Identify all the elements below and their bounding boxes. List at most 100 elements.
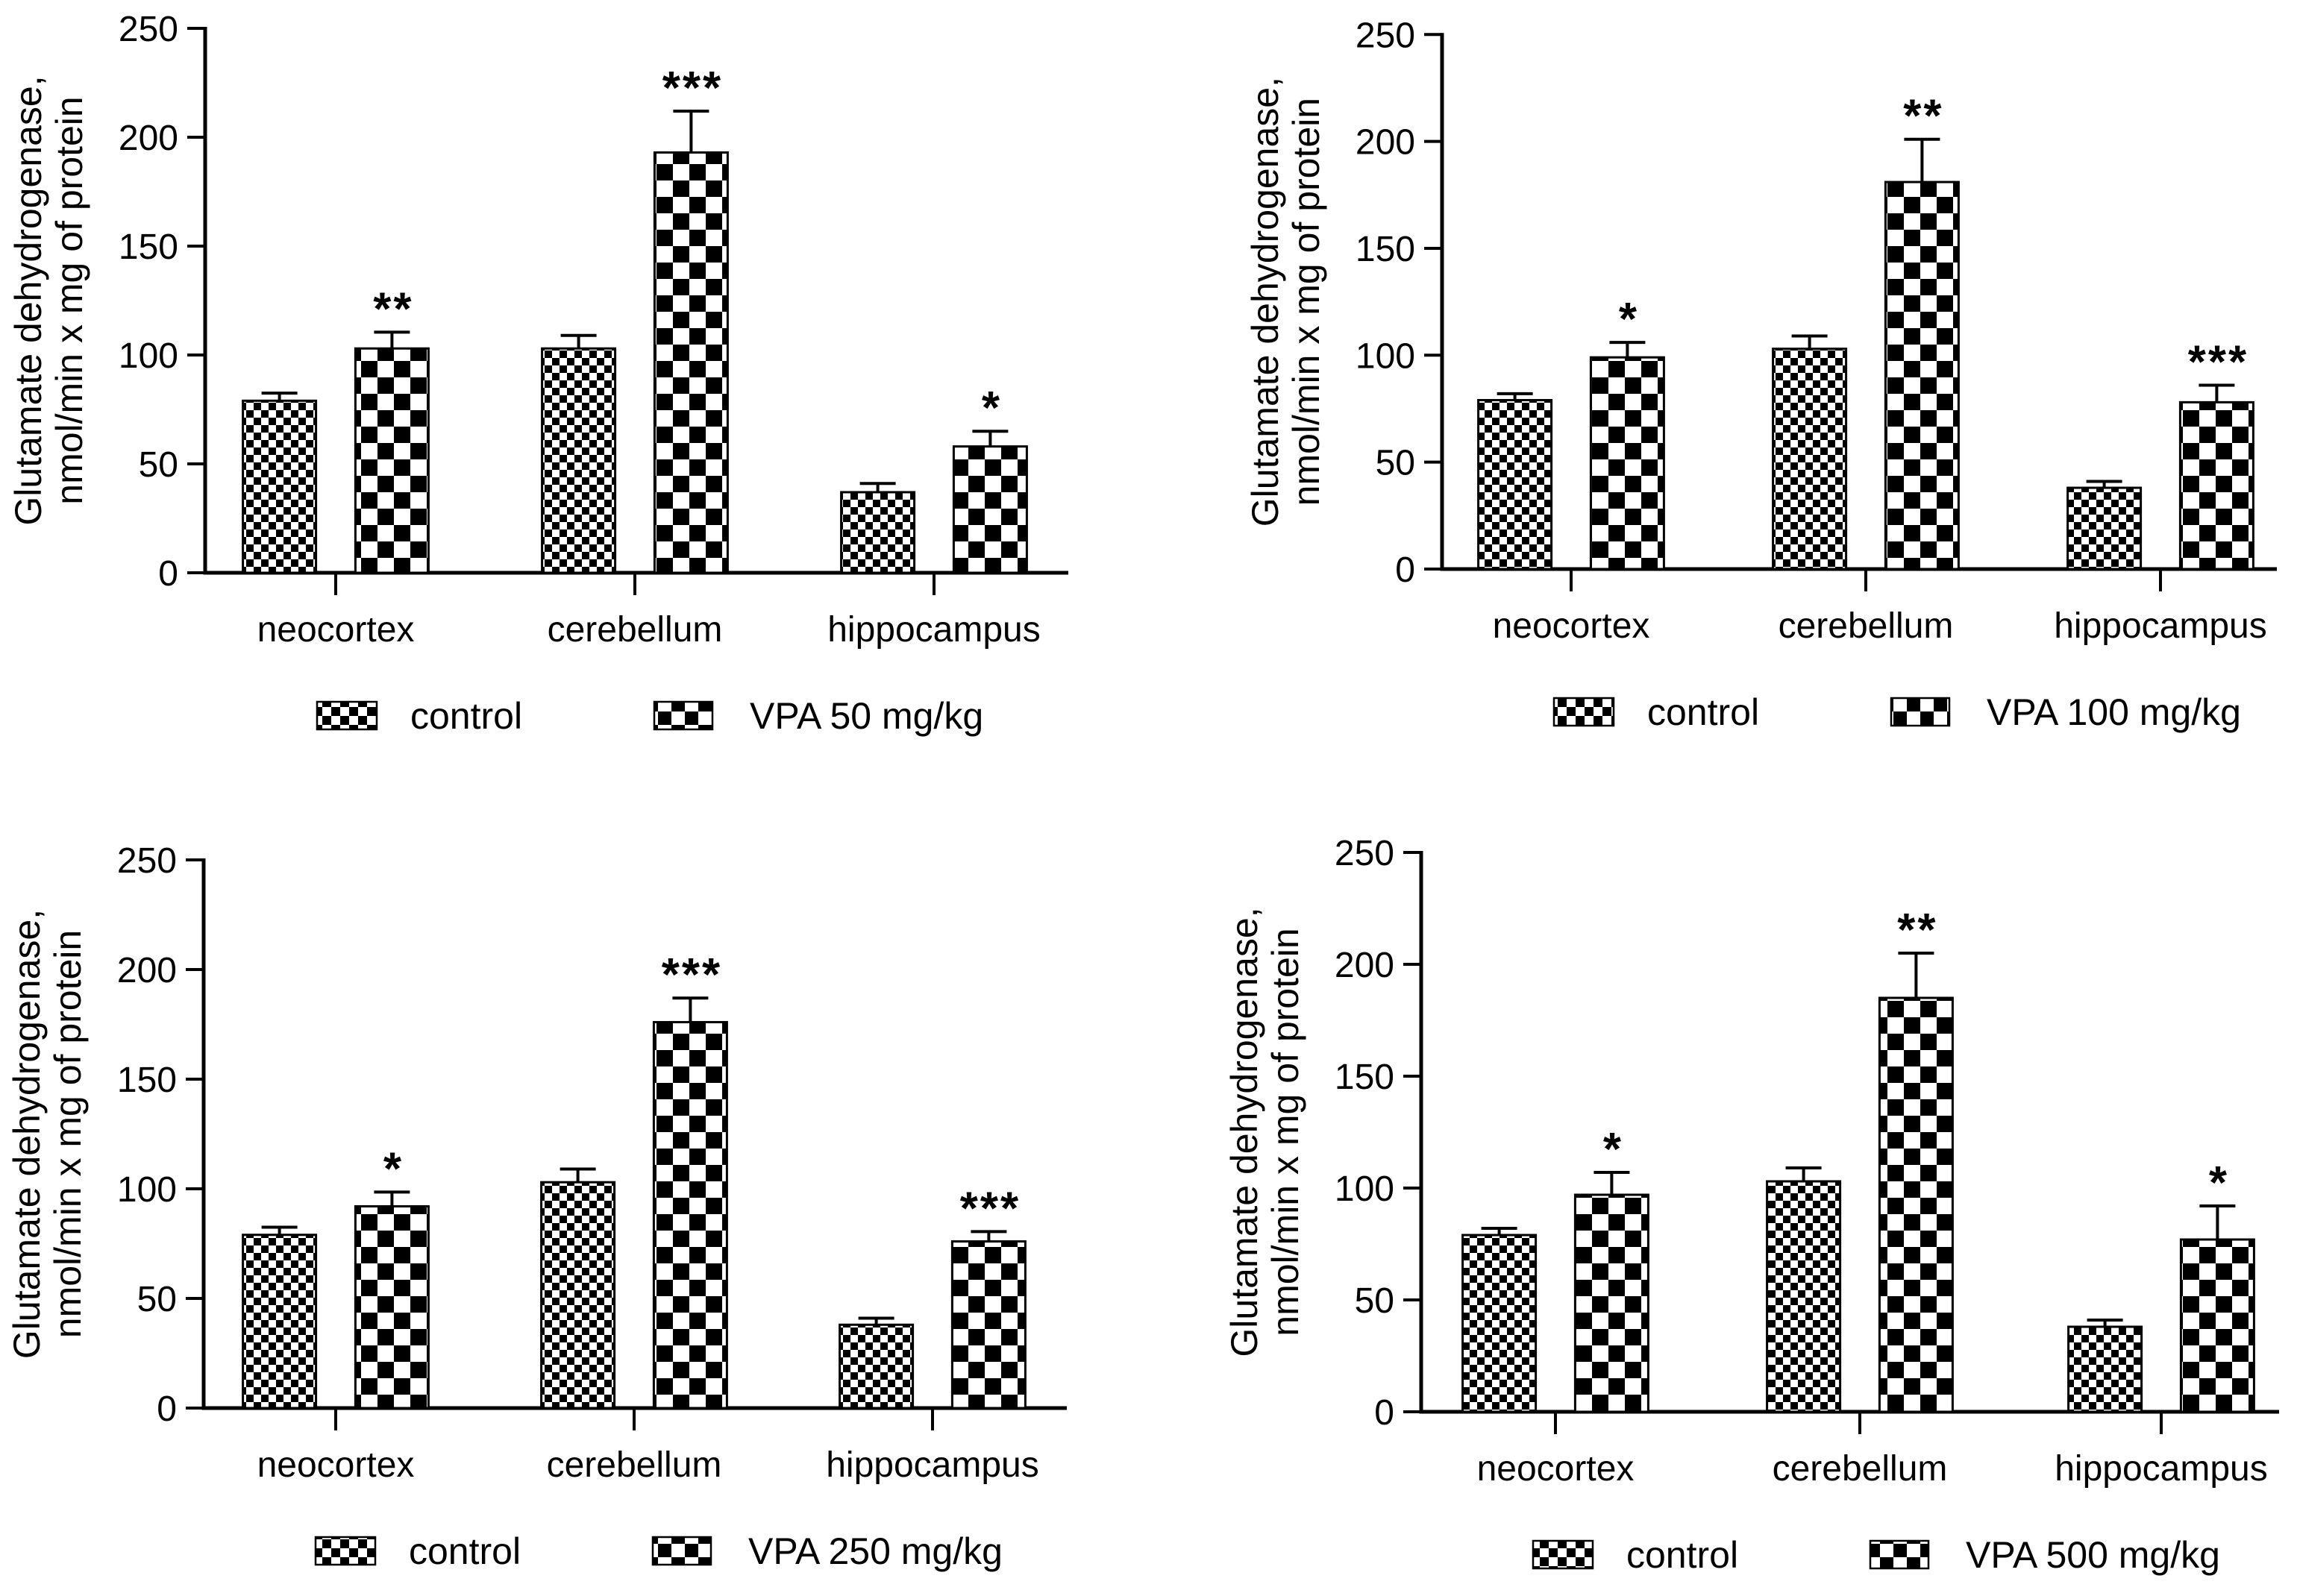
bar-vpa-250-mg-kg-neocortex [354,1205,430,1410]
bar-control-cerebellum [540,1181,616,1410]
panel-vpa-250-mg-kg: 0 50 100 150 200 250 neocortex cerebellum hippoc… [6,841,1067,1572]
significance-marker: *** [2188,336,2249,388]
y-tick-label: 150 [119,227,178,267]
panel-vpa-100-mg-kg: 0 50 100 150 200 250 neocortex cerebellum hippoc… [1244,16,2277,733]
legend-label-vpa: VPA 50 mg/kg [750,695,983,737]
category-label-neocortex: neocortex [257,1445,415,1485]
significance-marker: * [1603,1124,1623,1175]
y-tick-label: 0 [1395,550,1415,590]
bar-vpa-50-mg-kg-neocortex [354,347,430,574]
y-axis-label-line1: Glutamate dehydrogenase, [7,75,49,525]
y-axis-label-line2: nmol/min x mg of protein [1285,98,1327,506]
panels-root: 0 50 100 150 200 250 neocortex cerebellum hippoc… [6,10,2279,1576]
y-tick-label: 150 [1335,1058,1394,1097]
y-axis-label-line2: nmol/min x mg of protein [1265,928,1306,1336]
y-tick-label: 50 [1355,1281,1394,1321]
panel-vpa-50-mg-kg: 0 50 100 150 200 250 neocortex cerebellum hippoc… [7,10,1068,737]
category-label-neocortex: neocortex [1493,606,1650,646]
y-tick-label: 250 [119,10,178,49]
bar-control-neocortex [1477,399,1553,571]
y-tick-label: 100 [1335,1169,1394,1209]
bar-vpa-50-mg-kg-cerebellum [653,151,729,574]
category-label-neocortex: neocortex [1477,1449,1635,1489]
legend-swatch-control [1532,1539,1594,1570]
significance-marker: *** [662,63,723,114]
significance-marker: ** [373,283,413,335]
bar-vpa-50-mg-kg-hippocampus [952,445,1028,574]
y-tick-label: 50 [1376,444,1415,483]
y-axis-label-line1: Glutamate dehydrogenase, [1244,77,1286,527]
bar-control-neocortex [1461,1234,1538,1413]
legend-label-vpa: VPA 500 mg/kg [1966,1534,2220,1576]
category-label-hippocampus: hippocampus [2054,606,2267,646]
legend-swatch-vpa [1890,697,1951,727]
significance-marker: ** [1903,91,1943,142]
category-label-cerebellum: cerebellum [1773,1449,1948,1489]
bar-vpa-500-mg-kg-hippocampus [2179,1238,2255,1413]
y-tick-label: 0 [1374,1393,1394,1433]
bar-control-cerebellum [1772,348,1848,571]
legend-swatch-vpa [651,1536,712,1566]
bar-control-hippocampus [2066,486,2143,571]
y-tick-label: 100 [119,336,178,376]
y-axis-label-line2: nmol/min x mg of protein [48,96,90,504]
y-axis-label-line2: nmol/min x mg of protein [47,930,89,1338]
y-tick-label: 200 [119,119,178,158]
bar-vpa-250-mg-kg-cerebellum [652,1021,728,1410]
legend-swatch-control [1552,697,1615,727]
y-tick-label: 250 [1335,834,1394,873]
significance-marker: * [1619,294,1639,345]
category-label-hippocampus: hippocampus [827,610,1041,650]
bar-vpa-500-mg-kg-neocortex [1573,1193,1649,1413]
legend-label-vpa: VPA 250 mg/kg [748,1530,1003,1572]
y-tick-label: 150 [117,1061,177,1100]
legend-label-control: control [410,695,522,737]
category-label-cerebellum: cerebellum [548,610,723,650]
y-tick-label: 0 [157,1389,177,1429]
significance-marker: *** [662,949,722,1001]
y-tick-label: 100 [117,1170,177,1210]
y-axis-label-line1: Glutamate dehydrogenase, [1223,907,1265,1357]
bar-control-hippocampus [2067,1325,2143,1413]
y-tick-label: 250 [117,841,177,881]
y-tick-label: 50 [137,1280,177,1319]
y-tick-label: 0 [158,554,178,594]
bar-control-hippocampus [839,1323,915,1410]
category-label-cerebellum: cerebellum [1779,606,1954,646]
significance-marker: * [2209,1157,2229,1209]
bar-control-cerebellum [1766,1180,1842,1413]
bar-vpa-250-mg-kg-hippocampus [950,1240,1027,1410]
legend-swatch-vpa [1869,1539,1930,1570]
legend-label-vpa: VPA 100 mg/kg [1987,691,2241,733]
bar-vpa-500-mg-kg-cerebellum [1878,996,1954,1413]
y-tick-label: 200 [1335,946,1394,985]
bar-vpa-100-mg-kg-hippocampus [2178,400,2254,571]
y-tick-label: 200 [117,951,177,990]
panel-vpa-500-mg-kg: 0 50 100 150 200 250 neocortex cerebellum hippoc… [1223,834,2279,1576]
legend-swatch-vpa [653,700,714,731]
y-tick-label: 50 [139,445,178,485]
y-tick-label: 100 [1356,336,1415,376]
y-tick-label: 150 [1356,230,1415,269]
legend-label-control: control [1647,691,1759,733]
bar-control-cerebellum [541,347,617,574]
y-tick-label: 200 [1356,123,1415,163]
y-axis-label-line1: Glutamate dehydrogenase, [6,909,48,1359]
legend-label-control: control [1626,1534,1738,1576]
legend-label-control: control [409,1530,521,1572]
legend-swatch-control [316,700,378,731]
significance-marker: *** [960,1183,1021,1234]
category-label-neocortex: neocortex [257,610,415,650]
bar-control-neocortex [242,399,318,574]
category-label-hippocampus: hippocampus [826,1445,1039,1485]
bar-control-neocortex [242,1234,318,1410]
category-label-cerebellum: cerebellum [547,1445,722,1485]
significance-marker: * [383,1143,404,1195]
significance-marker: ** [1897,905,1937,956]
y-tick-label: 250 [1356,16,1415,55]
bar-vpa-100-mg-kg-cerebellum [1884,180,1960,571]
bar-control-hippocampus [840,491,916,574]
bar-vpa-100-mg-kg-neocortex [1589,356,1665,571]
